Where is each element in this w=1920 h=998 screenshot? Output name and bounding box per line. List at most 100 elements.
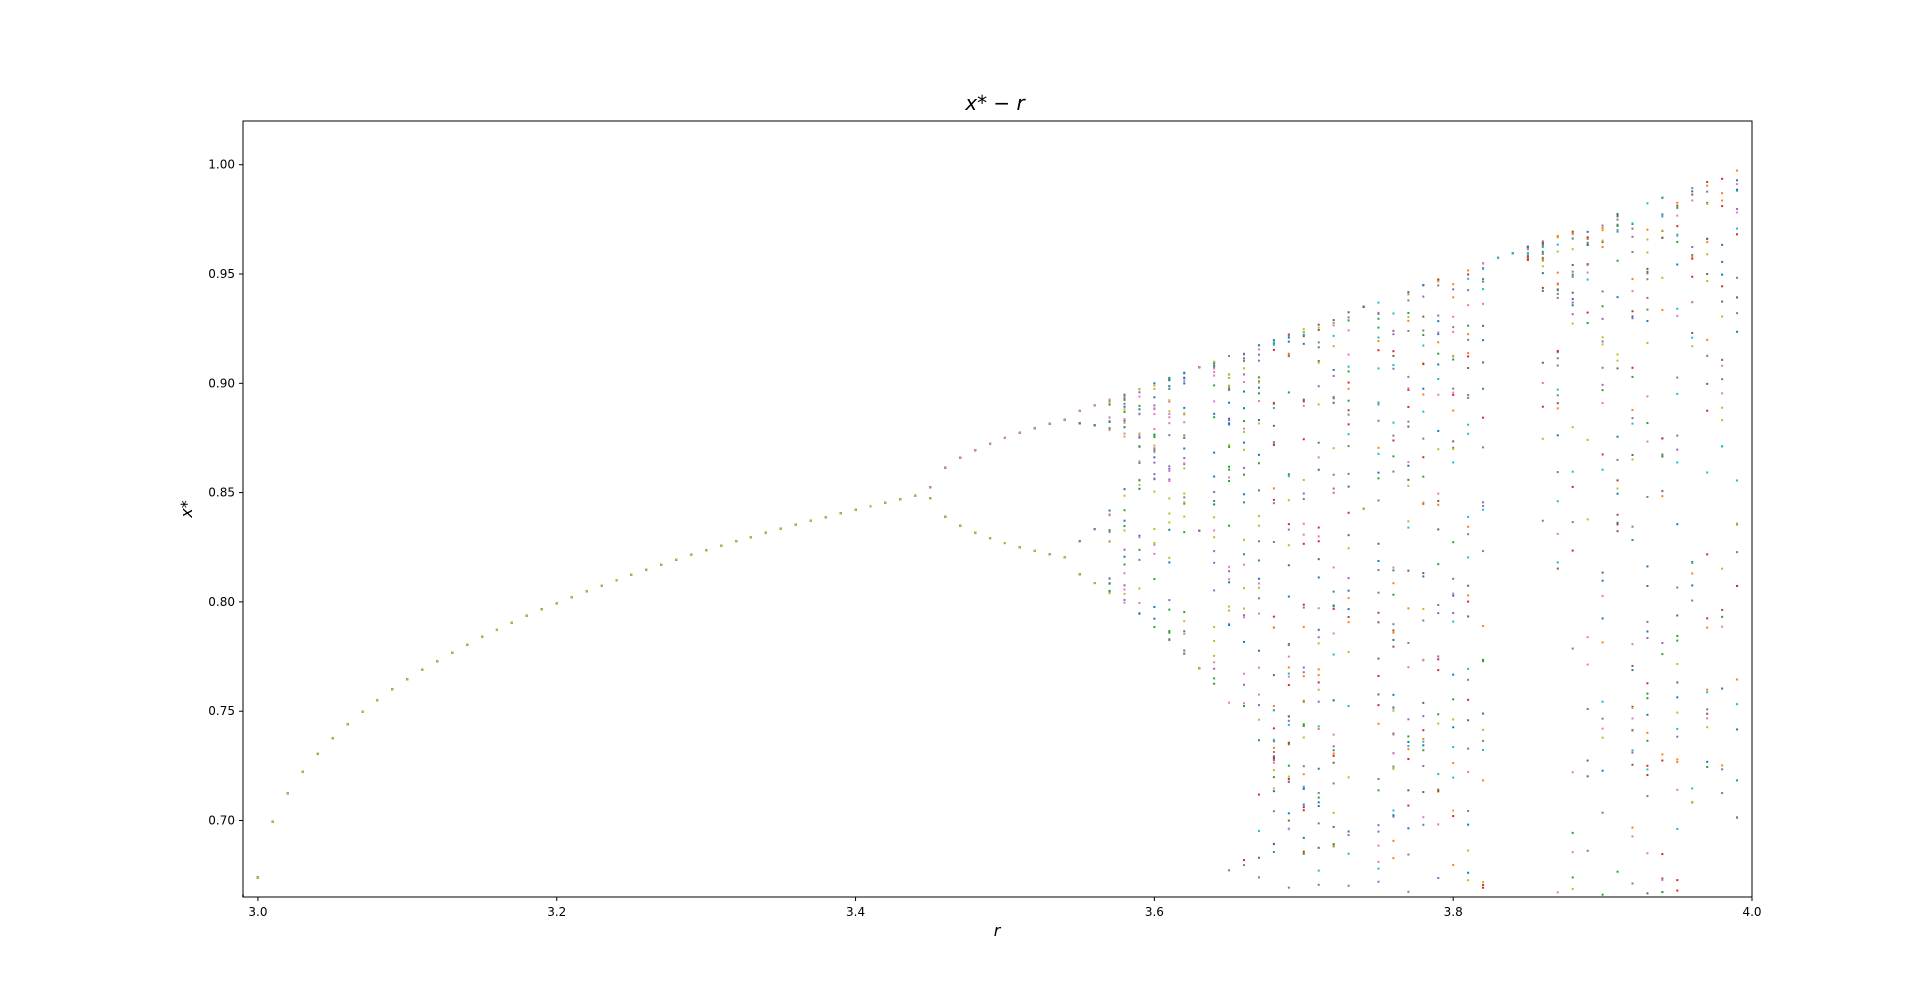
data-point — [1691, 599, 1694, 602]
data-point — [1168, 512, 1171, 515]
data-point — [600, 584, 603, 587]
data-point — [1078, 422, 1081, 425]
data-point — [1153, 384, 1156, 387]
data-point — [1183, 515, 1186, 518]
data-point — [1377, 844, 1380, 847]
data-point — [1676, 233, 1679, 236]
data-point — [1601, 402, 1604, 405]
data-point — [1422, 765, 1425, 768]
data-point — [1482, 550, 1485, 553]
data-point — [989, 442, 992, 445]
data-point — [1213, 682, 1216, 685]
data-point — [1556, 402, 1559, 405]
data-point — [1601, 893, 1604, 896]
data-point — [1377, 340, 1380, 343]
data-point — [1317, 796, 1320, 799]
data-point — [1287, 741, 1290, 744]
data-point — [1676, 376, 1679, 379]
data-point — [1706, 691, 1709, 694]
data-point — [1213, 360, 1216, 363]
data-point — [1302, 400, 1305, 403]
data-point — [1392, 566, 1395, 569]
data-point — [1243, 448, 1246, 451]
data-point — [1287, 723, 1290, 726]
data-point — [1123, 572, 1126, 575]
data-point — [1691, 787, 1694, 790]
data-point — [1153, 433, 1156, 436]
y-tick-label: 0.95 — [208, 267, 235, 281]
data-point — [1287, 715, 1290, 718]
data-point — [1407, 375, 1410, 378]
data-point — [1706, 766, 1709, 769]
data-point — [1168, 434, 1171, 437]
data-point — [1422, 701, 1425, 704]
data-point — [1302, 809, 1305, 812]
data-point — [1437, 503, 1440, 506]
data-point — [1377, 499, 1380, 502]
data-point — [1377, 349, 1380, 352]
data-point — [1287, 675, 1290, 678]
data-point — [1422, 737, 1425, 740]
data-point — [1213, 365, 1216, 368]
data-point — [1153, 543, 1156, 546]
data-point — [1123, 598, 1126, 601]
data-point — [1153, 578, 1156, 581]
data-point — [974, 531, 977, 534]
data-point — [1392, 582, 1395, 585]
data-point — [1706, 241, 1709, 244]
data-point — [1616, 513, 1619, 516]
data-point — [1302, 603, 1305, 606]
data-point — [1482, 508, 1485, 511]
data-point — [1377, 317, 1380, 320]
data-point — [1392, 455, 1395, 458]
data-point — [1661, 229, 1664, 232]
data-point — [331, 737, 334, 740]
data-point — [1691, 253, 1694, 256]
data-point — [1631, 317, 1634, 320]
data-point — [1467, 304, 1470, 307]
data-point — [989, 537, 992, 540]
data-point — [1377, 830, 1380, 833]
data-point — [1407, 748, 1410, 751]
data-point — [1183, 413, 1186, 416]
data-point — [1452, 296, 1455, 299]
data-point — [1541, 240, 1544, 243]
data-point — [1706, 617, 1709, 620]
data-point — [1317, 456, 1320, 459]
data-point — [1377, 419, 1380, 422]
data-point — [1452, 577, 1455, 580]
data-point — [1332, 566, 1335, 569]
data-point — [1228, 476, 1231, 479]
data-point — [1736, 678, 1739, 681]
data-point — [1437, 499, 1440, 502]
data-point — [1407, 464, 1410, 467]
data-point — [1526, 247, 1529, 250]
data-point — [1228, 869, 1231, 872]
data-point — [1691, 345, 1694, 348]
data-point — [1482, 660, 1485, 663]
data-point — [1257, 359, 1260, 362]
data-point — [1123, 563, 1126, 566]
data-point — [1123, 525, 1126, 528]
data-point — [1287, 391, 1290, 394]
data-point — [1407, 569, 1410, 572]
data-point — [1228, 445, 1231, 448]
data-point — [1482, 416, 1485, 419]
data-point — [1541, 272, 1544, 275]
data-point — [869, 505, 872, 508]
data-point — [1407, 405, 1410, 408]
data-point — [1721, 445, 1724, 448]
data-point — [1661, 495, 1664, 498]
data-point — [1108, 401, 1111, 404]
data-point — [1377, 477, 1380, 480]
x-axis: 3.0 3.2 3.4 3.6 3.8 4.0 — [248, 897, 1762, 919]
data-point — [1078, 573, 1081, 576]
data-point — [1646, 795, 1649, 798]
data-point — [1272, 424, 1275, 427]
data-point — [1287, 719, 1290, 722]
data-point — [1407, 316, 1410, 319]
data-point — [1452, 776, 1455, 779]
data-point — [1646, 565, 1649, 568]
data-point — [1571, 264, 1574, 267]
data-point — [1676, 614, 1679, 617]
